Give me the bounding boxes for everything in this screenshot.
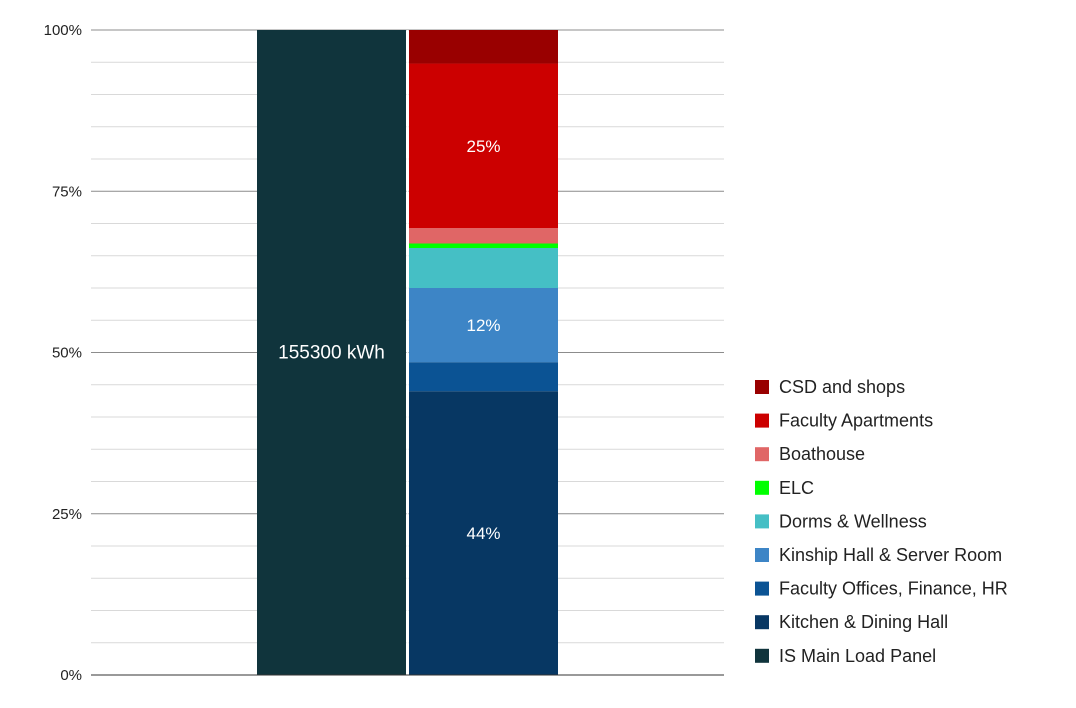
bar-segment xyxy=(409,243,558,249)
legend-swatch xyxy=(755,548,769,562)
data-label: 12% xyxy=(466,316,500,335)
legend-label: Faculty Offices, Finance, HR xyxy=(779,579,1008,599)
legend-swatch xyxy=(755,413,769,428)
bar-segment xyxy=(409,362,558,392)
bars: 155300 kWh 44% 12% 25% xyxy=(91,30,724,676)
y-tick-label: 50% xyxy=(52,345,82,362)
bar-segment xyxy=(409,30,558,64)
bar-segment xyxy=(409,228,558,244)
bar-segment xyxy=(409,391,558,675)
legend-swatch xyxy=(755,480,769,495)
bar-segment xyxy=(257,30,406,675)
bar-segment xyxy=(409,248,558,288)
legend-swatch xyxy=(755,648,769,663)
data-label: 25% xyxy=(466,137,500,156)
legend-label: ELC xyxy=(779,478,814,498)
legend-swatch xyxy=(755,615,769,630)
legend-swatch xyxy=(755,581,769,596)
bar-segment xyxy=(409,63,558,229)
bar-segment xyxy=(409,288,558,363)
legend-swatch xyxy=(755,447,769,462)
legend-label: IS Main Load Panel xyxy=(779,646,936,666)
legend-label: Kinship Hall & Server Room xyxy=(779,545,1002,565)
legend: CSD and shops Faculty Apartments Boathouse… xyxy=(755,377,1008,666)
legend-swatch xyxy=(755,514,769,529)
data-label: 44% xyxy=(466,524,500,543)
y-tick-label: 75% xyxy=(52,183,82,200)
legend-label: Boathouse xyxy=(779,444,865,464)
legend-label: Dorms & Wellness xyxy=(779,511,927,531)
y-tick-label: 100% xyxy=(44,22,82,39)
data-label: 155300 kWh xyxy=(278,343,385,364)
legend-label: Faculty Apartments xyxy=(779,411,933,431)
y-tick-label: 0% xyxy=(60,667,82,684)
legend-label: Kitchen & Dining Hall xyxy=(779,612,948,632)
y-tick-label: 25% xyxy=(52,506,82,523)
y-axis: 0% 25% 50% 75% 100% xyxy=(44,22,82,684)
legend-label: CSD and shops xyxy=(779,377,905,397)
legend-swatch xyxy=(755,380,769,394)
